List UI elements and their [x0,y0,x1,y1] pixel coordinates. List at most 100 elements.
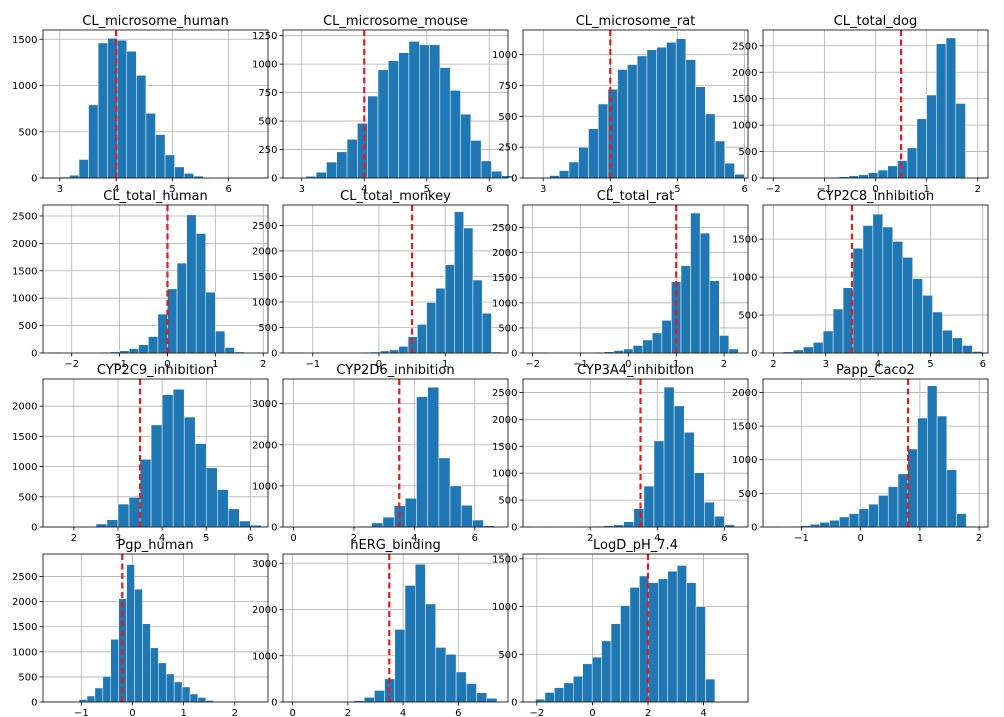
histogram-bar [714,515,725,528]
x-tick-label: 3 [57,184,63,195]
y-tick-label: 1500 [492,273,517,284]
y-tick-label: 1500 [252,272,277,283]
histogram-panel: CL_total_dog −2 −1 0 1 2 0 500 1000 1500 2000 2500 [732,14,989,195]
histogram-bar [336,151,348,179]
y-tick-label: 2000 [732,68,757,79]
x-tick-label: 4 [159,533,165,544]
histogram-bar [408,41,420,179]
histogram-bar [417,324,427,354]
x-tick-label: 6 [980,359,986,370]
axes-frame [522,378,749,528]
x-tick-label: 0 [289,708,295,717]
histogram-bar [427,386,440,528]
axes-frame [282,553,509,703]
axes-frame [282,378,509,528]
histogram-bar [627,64,638,179]
y-tick-label: 750 [258,88,277,99]
histogram-bar [239,520,251,528]
histogram-bar [936,43,947,179]
histogram-bar [150,647,159,703]
x-tick-label: −2 [525,359,540,370]
histogram-bar [623,348,634,354]
x-tick-label: 0 [589,708,595,717]
histogram-bar [205,291,216,354]
histogram-bar [699,232,710,354]
x-tick-label: 5 [424,184,430,195]
histogram-bar [676,565,687,703]
histogram-bar [164,154,175,179]
histogram-panel: CL_microsome_human 3 4 5 6 0 500 1000 1500 [12,14,269,195]
y-tick-label: 0 [511,523,517,534]
histogram-bar [956,513,967,528]
y-tick-label: 1000 [12,462,37,473]
histogram-bar [136,75,147,179]
histogram-bar [435,287,446,354]
y-tick-label: 0 [751,349,757,360]
panel-title: CL_total_monkey [340,189,451,204]
histogram-bar [839,516,850,528]
x-tick-label: 1 [442,359,448,370]
y-tick-label: 500 [498,496,517,507]
histogram-bar [926,94,937,179]
histogram-bar [183,173,194,179]
histogram-bar [134,588,143,703]
x-tick-label: 2 [587,533,593,544]
histogram-bar [680,265,691,354]
axes-frame [282,29,509,179]
panel-title: CL_microsome_rat [576,14,696,29]
panel-title: Pgp_human [117,538,193,553]
histogram-bar [481,312,492,354]
histogram-bar [425,603,436,703]
y-tick-label: 2500 [732,41,757,52]
histogram-bar [690,212,701,354]
x-tick-label: 0 [290,533,296,544]
histogram-bar [382,516,395,528]
y-tick-label: 500 [18,321,37,332]
x-tick-label: 5 [169,184,175,195]
histogram-bar [952,337,963,354]
histogram-bar [675,38,687,179]
histogram-bar [962,345,973,354]
histogram-bar [215,330,226,354]
histogram-bar [642,339,653,354]
x-tick-label: 2 [232,708,238,717]
x-tick-label: 2 [721,359,727,370]
histogram-bar [460,504,473,528]
y-tick-label: 500 [738,147,757,158]
histogram-bar [94,687,104,703]
panel-title: hERG_binding [350,538,441,553]
y-tick-label: 500 [18,672,37,683]
y-tick-label: 1000 [252,60,277,71]
histogram-bar [942,329,953,354]
histogram-bar [877,169,889,179]
histogram-bar [78,159,89,179]
histogram-bar [69,174,80,179]
histogram-bar [315,172,327,179]
axes-frame [42,204,269,354]
axes-frame [282,204,509,354]
y-tick-label: 500 [18,492,37,503]
histogram-bar [117,503,130,528]
histogram-bar [878,495,889,528]
y-tick-label: 500 [498,112,517,123]
histogram-bar [389,349,400,354]
histogram-bar [181,686,191,703]
y-tick-label: 1500 [732,422,757,433]
histogram-bar [916,118,927,179]
y-tick-label: 2500 [252,221,277,232]
histogram-bar [633,508,645,528]
y-tick-label: 2000 [12,597,37,608]
x-tick-label: 5 [674,184,680,195]
axes-frame [42,378,269,528]
y-tick-label: 1500 [732,235,757,246]
histogram-panel: CYP2D6_inhibition 0 2 4 6 0 1000 2000 3000 [252,363,509,544]
y-tick-label: 1500 [12,432,37,443]
histogram-bar [868,503,879,528]
x-tick-label: −1 [305,359,320,370]
y-tick-label: 2000 [252,440,277,451]
histogram-panel: CL_microsome_mouse 3 4 5 6 0 250 500 750 1000 1250 [252,14,513,195]
histogram-panel: Pgp_human −1 0 1 2 0 500 1000 1500 2000 2500 [12,538,269,717]
x-tick-label: 1 [917,533,923,544]
histogram-bar [535,698,546,703]
histogram-bar [554,687,565,703]
